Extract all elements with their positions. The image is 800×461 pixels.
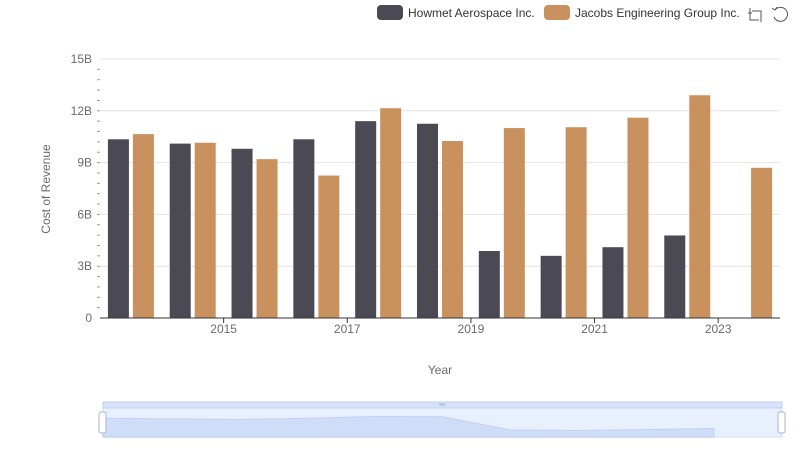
y-tick-label: 12B xyxy=(71,104,92,118)
y-tick-label: 0 xyxy=(85,311,92,325)
y-axis-ticks: 0 3B 6B 9B 12B 15B xyxy=(71,52,93,325)
bar-jacobs-2021[interactable] xyxy=(565,127,587,318)
bar-jacobs-2019[interactable] xyxy=(442,141,463,318)
bar-howmet-2019[interactable] xyxy=(417,123,438,318)
restore-icon[interactable] xyxy=(771,6,788,22)
y-tick-label: 15B xyxy=(71,52,92,66)
x-tick-label: 2015 xyxy=(210,322,237,336)
zoom-icon[interactable] xyxy=(748,8,762,22)
bar-jacobs-2020[interactable] xyxy=(503,128,525,318)
x-axis-ticks: 2015 2017 2019 2021 2023 xyxy=(210,318,732,336)
bar-jacobs-2014[interactable] xyxy=(132,134,154,318)
bar-howmet-2023[interactable] xyxy=(664,235,686,318)
legend-swatch-howmet xyxy=(377,5,403,20)
bar-jacobs-2016[interactable] xyxy=(256,159,278,318)
bar-jacobs-2017[interactable] xyxy=(318,175,340,318)
bar-howmet-2021[interactable] xyxy=(540,255,562,318)
bar-howmet-2022[interactable] xyxy=(602,247,624,318)
data-zoom-left-handle[interactable] xyxy=(98,411,107,434)
legend-label-jacobs: Jacobs Engineering Group Inc. xyxy=(575,6,740,20)
bar-jacobs-2015[interactable] xyxy=(194,142,216,318)
y-tick-label: 6B xyxy=(77,207,92,221)
legend-item-howmet[interactable]: Howmet Aerospace Inc. xyxy=(377,5,535,20)
bar-howmet-2020[interactable] xyxy=(478,251,500,318)
bar-howmet-2016[interactable] xyxy=(231,148,253,318)
legend: Howmet Aerospace Inc. Jacobs Engineering… xyxy=(377,5,740,20)
data-zoom-slider[interactable] xyxy=(98,401,786,438)
data-zoom-right-handle[interactable] xyxy=(777,411,786,434)
x-axis-title: Year xyxy=(428,363,452,377)
bar-jacobs-2023[interactable] xyxy=(689,95,711,318)
bar-howmet-2014[interactable] xyxy=(107,139,129,318)
x-tick-label: 2021 xyxy=(581,322,608,336)
bar-jacobs-2024[interactable] xyxy=(751,167,773,318)
bar-howmet-2018[interactable] xyxy=(355,121,377,318)
y-minor-ticks xyxy=(97,68,100,309)
x-tick-label: 2019 xyxy=(458,322,485,336)
bar-howmet-2015[interactable] xyxy=(169,143,191,318)
bars xyxy=(107,95,773,319)
legend-label-howmet: Howmet Aerospace Inc. xyxy=(408,6,535,20)
legend-item-jacobs[interactable]: Jacobs Engineering Group Inc. xyxy=(544,5,740,20)
y-axis-title: Cost of Revenue xyxy=(39,144,53,234)
x-tick-label: 2023 xyxy=(705,322,732,336)
data-zoom-move-handle-icon[interactable] xyxy=(439,403,445,406)
y-tick-label: 3B xyxy=(77,259,92,273)
bar-jacobs-2022[interactable] xyxy=(627,117,649,318)
legend-swatch-jacobs xyxy=(544,5,570,20)
x-tick-label: 2017 xyxy=(334,322,361,336)
y-tick-label: 9B xyxy=(77,156,92,170)
bar-howmet-2017[interactable] xyxy=(293,139,315,318)
bar-jacobs-2018[interactable] xyxy=(380,108,402,319)
